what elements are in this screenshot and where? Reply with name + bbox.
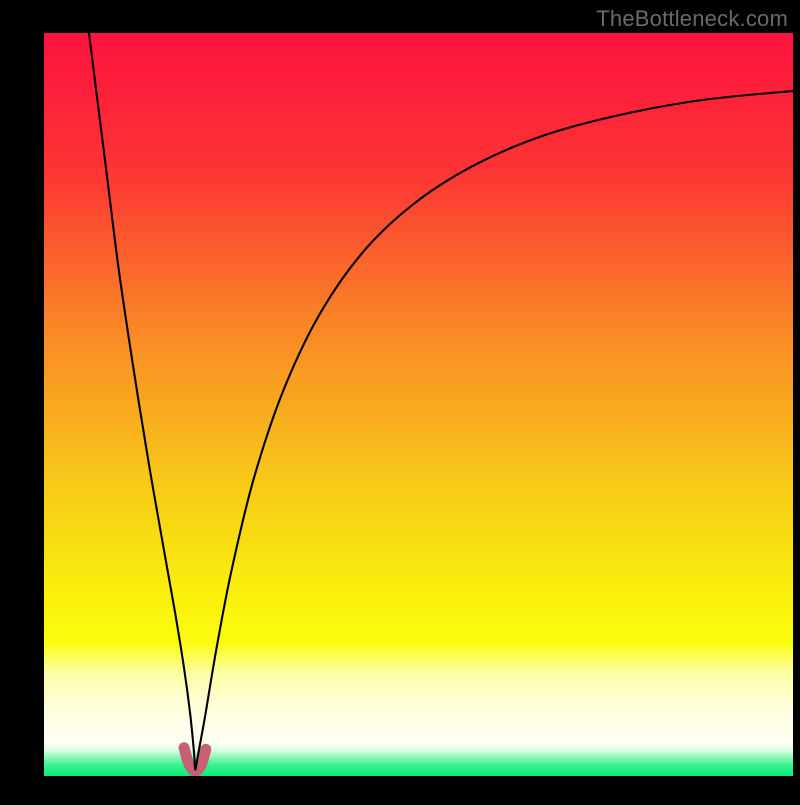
border-bottom <box>0 776 800 800</box>
plot-background <box>44 33 793 776</box>
border-left <box>0 0 44 800</box>
bottleneck-chart <box>0 0 800 800</box>
watermark-text: TheBottleneck.com <box>596 6 788 32</box>
border-right <box>793 0 800 800</box>
chart-svg <box>0 0 800 800</box>
